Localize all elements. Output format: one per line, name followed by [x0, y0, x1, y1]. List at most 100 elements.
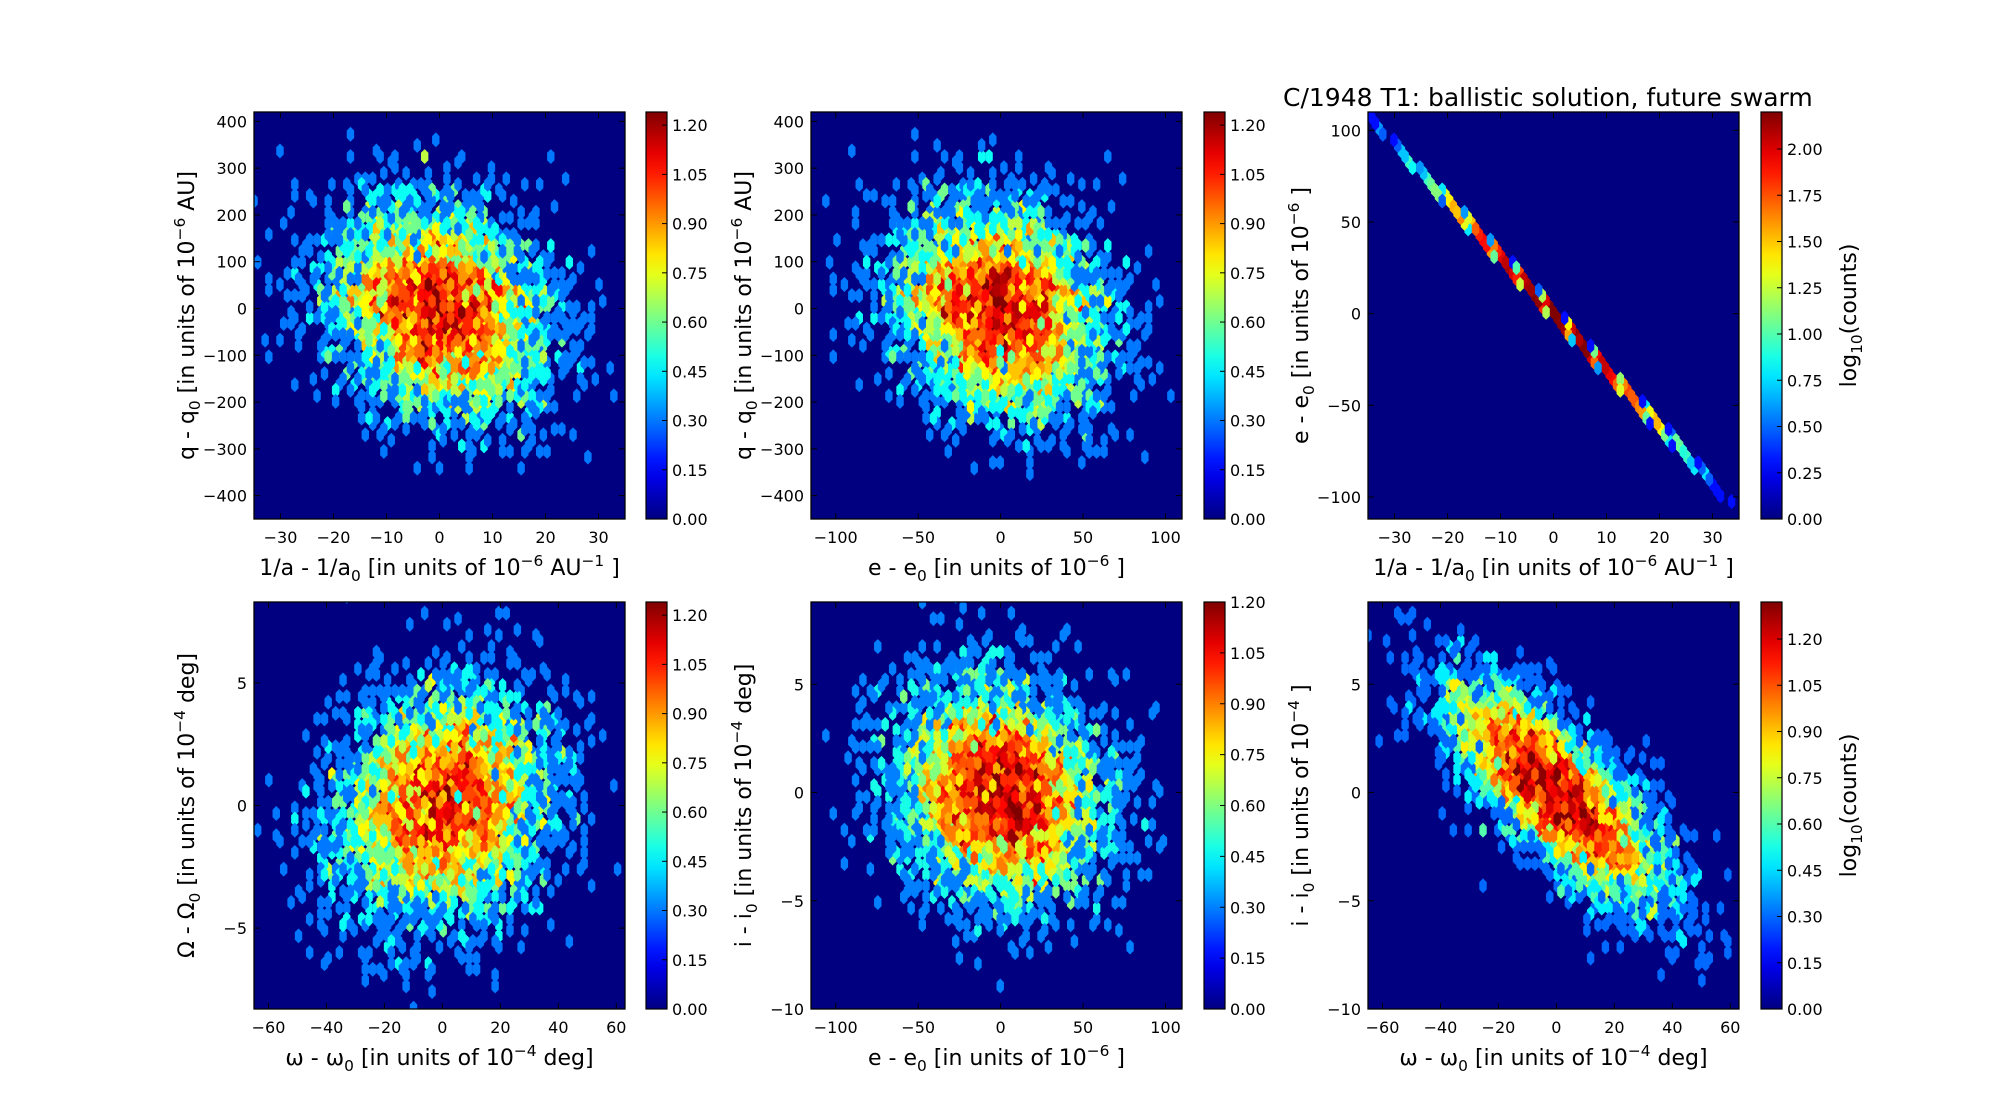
hexbin-cell — [989, 221, 997, 237]
hexbin-cell — [1133, 260, 1142, 276]
hexbin-cell — [391, 416, 399, 432]
hexbin-cell — [291, 811, 299, 827]
hexbin-cell — [420, 215, 429, 231]
hexbin-cell — [918, 393, 927, 409]
hexbin-cell — [502, 605, 510, 621]
hexbin-cell — [465, 683, 473, 699]
hexbin-cell — [859, 338, 867, 354]
colorbar-tick-label: 0.15 — [1230, 461, 1266, 480]
hexbin-cell — [398, 282, 407, 298]
colorbar-tick-label: 0.30 — [672, 902, 708, 921]
hexbin-cell — [1007, 204, 1016, 220]
hexbin-cell — [829, 327, 837, 343]
hexbin-cell — [454, 945, 462, 961]
hexbin-cell — [472, 661, 481, 677]
hexbin-cell — [313, 767, 321, 782]
hexbin-cell — [446, 867, 455, 883]
hexbin-cell — [829, 271, 837, 287]
x-tick-label: 20 — [490, 1018, 510, 1037]
hexbin-cell — [970, 327, 978, 343]
hexbin-cell — [361, 683, 370, 699]
y-tick-label: 100 — [216, 253, 247, 272]
hexbin-cell — [576, 260, 585, 276]
hexbin-cell — [992, 371, 1001, 387]
hexbin-cell — [569, 839, 577, 855]
hexbin-cell — [576, 371, 585, 387]
hexbin-cell — [424, 188, 433, 203]
hexbin-cell — [985, 327, 993, 343]
hexbin-cell — [517, 293, 525, 309]
hexbin-cell — [335, 822, 344, 838]
hexbin-cell — [317, 249, 325, 265]
hexbin-cell — [354, 338, 362, 354]
hexbin-cell — [1048, 332, 1056, 348]
x-tick-label: 20 — [535, 528, 555, 547]
hexbin-cell — [1029, 171, 1038, 187]
hexbin-cell — [372, 354, 381, 370]
hexbin-cell — [287, 895, 295, 910]
hexbin-cell — [361, 739, 370, 755]
hexbin-cell — [1568, 332, 1576, 348]
hexbin-cell — [484, 432, 492, 448]
hexbin-cell — [317, 806, 325, 821]
hexbin-cell — [989, 354, 997, 370]
hexbin-cell — [376, 683, 384, 699]
hexbin-cell — [1144, 354, 1153, 370]
hexbin-cell — [1126, 850, 1134, 866]
hexbin-cell — [1616, 382, 1624, 398]
hexbin-cell — [992, 794, 1001, 810]
hexbin-cell — [320, 956, 329, 972]
hexbin-cell — [383, 226, 392, 242]
hexbin-cell — [484, 711, 492, 727]
hexbin-cell — [1100, 722, 1108, 738]
hexbin-cell — [862, 243, 871, 259]
hexbin-cell — [565, 744, 574, 760]
hexbin-cell — [506, 399, 514, 415]
hexbin-cell — [573, 722, 581, 738]
hexbin-cell — [539, 794, 548, 810]
hexbin-cell — [1118, 850, 1127, 866]
hexbin-cell — [450, 382, 459, 398]
hexbin-cell — [446, 711, 455, 727]
hexbin-cell — [343, 199, 351, 215]
hexbin-cell — [896, 349, 904, 365]
hexbin-cell — [877, 755, 886, 771]
hexbin-cell — [1104, 293, 1112, 309]
hexbin-cell — [970, 316, 978, 331]
hexbin-cell — [498, 678, 507, 693]
hexbin-cell — [498, 789, 507, 805]
hexbin-cell — [1063, 265, 1071, 281]
hexbin-cell — [331, 794, 340, 810]
x-axis-label-part: [in units of 10 — [1475, 556, 1635, 581]
hexbin-cell — [1115, 288, 1123, 304]
hexbin-cell — [517, 204, 525, 220]
hexbin-cell — [476, 700, 485, 716]
hexbin-cell — [369, 794, 377, 810]
hexbin-cell — [933, 783, 941, 799]
hexbin-cell — [1015, 327, 1023, 343]
hexbin-cell — [402, 967, 410, 983]
hexbin-cell — [1003, 243, 1012, 259]
x-axis-label: e - e0 [in units of 10−6 ] — [868, 552, 1125, 585]
hexbin-cell — [313, 232, 321, 248]
hexbin-cell — [922, 299, 930, 315]
hexbin-cell — [432, 388, 440, 404]
hexbin-cell — [450, 416, 459, 432]
hexbin-cell — [855, 176, 863, 192]
hexbin-cell — [1033, 265, 1042, 281]
hexbin-cell — [417, 410, 425, 426]
hexbin-cell — [376, 182, 384, 198]
hexbin-cell — [365, 911, 373, 927]
hexbin-cell — [1144, 299, 1153, 315]
hexbin-cell — [1126, 427, 1134, 443]
hexbin-cell — [417, 666, 425, 682]
hexbin-cell — [933, 371, 941, 387]
hexbin-cell — [959, 265, 967, 281]
hexbin-cell — [1705, 471, 1714, 487]
colorbar-tick-label: 0.30 — [672, 412, 708, 431]
hexbin-cell — [480, 683, 488, 699]
hexbin-cell — [1453, 204, 1461, 220]
hexbin-cell — [335, 254, 344, 270]
hexbin-cell — [1516, 277, 1524, 292]
hexbin-cell — [524, 716, 533, 732]
